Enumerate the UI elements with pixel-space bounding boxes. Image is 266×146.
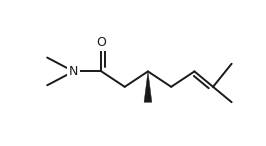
Text: O: O	[97, 36, 106, 49]
Polygon shape	[144, 71, 152, 102]
Text: N: N	[69, 65, 78, 78]
